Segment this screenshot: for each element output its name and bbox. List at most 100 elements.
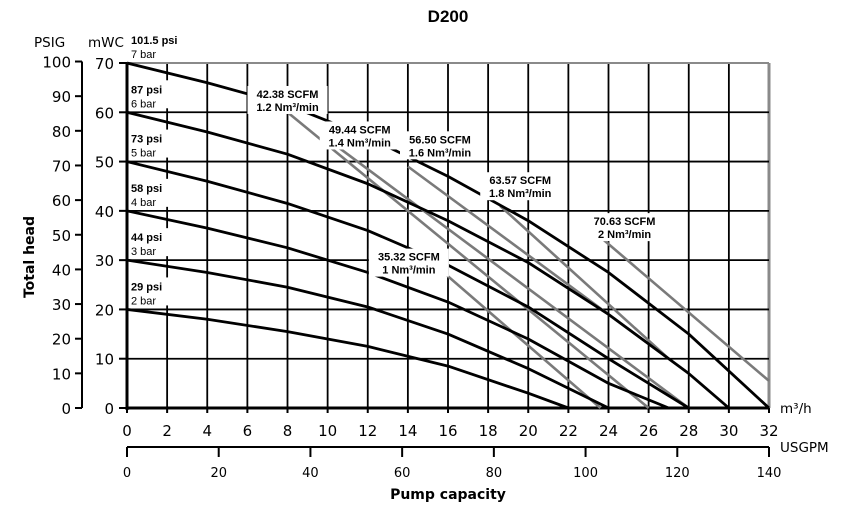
x-primary-tick-label: 26 (639, 422, 658, 440)
pressure-curve-4-bar (126, 209, 670, 410)
x-secondary-tick-label: 0 (123, 466, 131, 481)
series-labels: 101.5 psi 7 bar 87 psi 6 bar 73 psi 5 bar 58 p… (130, 31, 665, 307)
y-primary-tick-label: 40 (95, 203, 114, 221)
air-label-background (368, 248, 449, 277)
x-primary-tick-label: 16 (438, 422, 457, 440)
pressure-label-background (130, 277, 182, 306)
y-primary-tick-label: 50 (95, 154, 114, 172)
air-label-scfm: 63.57 SCFM (489, 175, 551, 187)
x-secondary-unit-label: USGPM (780, 440, 829, 456)
air-line-1-4-nm3 (336, 145, 690, 410)
y-secondary-tick-label: 0 (61, 400, 71, 418)
y-secondary-tick-label: 90 (52, 88, 71, 106)
air-label-background (584, 213, 665, 242)
axes (75, 60, 770, 457)
pressure-label-background (130, 31, 182, 59)
x-secondary-tick-label: 140 (757, 466, 782, 481)
air-label-scfm: 49.44 SCFM (329, 124, 391, 136)
y-secondary-tick-label: 100 (42, 54, 71, 72)
pressure-label-psi: 101.5 psi (131, 35, 177, 47)
pressure-label-psi: 29 psi (131, 281, 162, 293)
pressure-curve-2-bar (126, 308, 569, 410)
pressure-curve-6-bar (126, 110, 730, 410)
y-secondary-tick-label: 30 (52, 296, 71, 314)
air-label-nm3: 1.6 Nm³/min (409, 147, 472, 159)
y-secondary-tick-label: 70 (52, 157, 71, 175)
y-axis-title: Total head (22, 216, 38, 298)
y-secondary-tick-label: 80 (52, 123, 71, 141)
y-secondary-unit-label: PSIG (34, 35, 65, 51)
pressure-label-psi: 44 psi (131, 232, 162, 244)
air-label-nm3: 2 Nm³/min (598, 229, 651, 241)
x-secondary-tick-label: 100 (573, 466, 598, 481)
pressure-label-bar: 3 bar (131, 246, 156, 258)
pressure-curve-5-bar (126, 160, 690, 410)
x-primary-tick-label: 0 (122, 422, 132, 440)
air-label-scfm: 70.63 SCFM (594, 216, 656, 228)
pressure-label-psi: 73 psi (131, 134, 162, 146)
x-primary-tick-label: 6 (243, 422, 253, 440)
air-label-nm3: 1.8 Nm³/min (489, 188, 552, 200)
air-label-scfm: 35.32 SCFM (378, 252, 440, 264)
pressure-label-bar: 2 bar (131, 295, 156, 307)
y-secondary-tick-label: 10 (52, 365, 71, 383)
air-label-nm3: 1 Nm³/min (382, 265, 435, 277)
air-label-background (480, 172, 561, 201)
tick-labels: 0 2 4 6 8 10 12 14 16 18 20 22 24 26 28 30 3201020304050… (42, 54, 781, 481)
pressure-label-psi: 58 psi (131, 183, 162, 195)
pressure-label-psi: 87 psi (131, 84, 162, 96)
y-primary-tick-label: 60 (95, 104, 114, 122)
x-primary-tick-label: 30 (719, 422, 738, 440)
y-primary-tick-label: 70 (95, 55, 114, 73)
pressure-curve-7-bar (126, 61, 770, 410)
x-primary-tick-label: 20 (519, 422, 538, 440)
x-primary-tick-label: 14 (398, 422, 417, 440)
air-label-scfm: 42.38 SCFM (257, 89, 319, 101)
air-label-background (319, 121, 400, 150)
x-primary-tick-label: 18 (479, 422, 498, 440)
y-secondary-tick-label: 60 (52, 192, 71, 210)
x-secondary-tick-label: 20 (210, 466, 227, 481)
air-label-nm3: 1.4 Nm³/min (329, 137, 392, 149)
air-label-scfm: 56.50 SCFM (409, 134, 471, 146)
x-primary-tick-label: 32 (759, 422, 778, 440)
pressure-label-bar: 7 bar (131, 49, 156, 61)
x-primary-unit-label: m³/h (780, 401, 812, 417)
air-label-background (247, 85, 328, 114)
pressure-lines (126, 61, 770, 410)
air-line-1-2-nm3 (286, 111, 650, 410)
y-secondary-tick-label: 40 (52, 261, 71, 279)
air-label-background (399, 131, 480, 160)
x-primary-tick-label: 24 (599, 422, 618, 440)
pressure-label-background (130, 80, 182, 109)
y-secondary-tick-label: 50 (52, 227, 71, 245)
x-secondary-tick-label: 40 (302, 466, 319, 481)
x-primary-tick-label: 2 (162, 422, 172, 440)
air-line-2-nm3 (597, 234, 770, 382)
pressure-label-background (130, 178, 182, 207)
grid (125, 62, 771, 410)
x-secondary-tick-label: 80 (486, 466, 503, 481)
pressure-label-background (130, 228, 182, 257)
pressure-label-bar: 4 bar (131, 197, 156, 209)
pressure-label-bar: 6 bar (131, 98, 156, 110)
y-primary-tick-label: 30 (95, 252, 114, 270)
x-primary-tick-label: 12 (358, 422, 377, 440)
chart-title: D200 (428, 7, 469, 26)
x-primary-tick-label: 8 (283, 422, 293, 440)
x-secondary-tick-label: 60 (394, 466, 411, 481)
y-primary-tick-label: 0 (104, 400, 114, 418)
pressure-label-bar: 5 bar (131, 148, 156, 160)
y-primary-tick-label: 20 (95, 301, 114, 319)
x-secondary-tick-label: 120 (665, 466, 690, 481)
x-axis-title: Pump capacity (390, 487, 506, 503)
air-line-1-8-nm3 (499, 204, 670, 360)
y-primary-unit-label: mWC (88, 35, 124, 51)
y-primary-tick-label: 10 (95, 351, 114, 369)
pressure-curve-3-bar (126, 258, 610, 410)
air-label-nm3: 1.2 Nm³/min (256, 102, 319, 114)
x-primary-tick-label: 4 (202, 422, 212, 440)
pressure-label-background (130, 129, 182, 158)
x-primary-tick-label: 22 (559, 422, 578, 440)
